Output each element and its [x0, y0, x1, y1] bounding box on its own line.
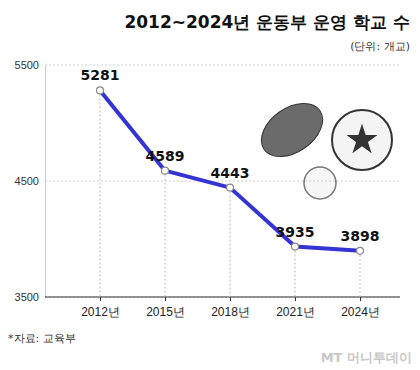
- x-tick-label: 2015년: [146, 305, 185, 319]
- x-tick: 2021년: [276, 297, 315, 319]
- decoration: [252, 92, 392, 199]
- y-tick-label: 4500: [15, 175, 39, 187]
- data-label: 5281: [81, 67, 120, 83]
- point: [97, 87, 104, 94]
- football-icon: [252, 92, 333, 167]
- drop-line: [295, 247, 296, 297]
- data-label: 3898: [341, 228, 380, 244]
- y-tick: 4500: [15, 175, 45, 187]
- grid-line: [45, 65, 400, 66]
- grid-line: [45, 297, 400, 298]
- soccer-icon-patch: [346, 124, 377, 154]
- data-label: 4443: [211, 165, 250, 181]
- y-tick: 5500: [15, 59, 45, 71]
- drop-line: [360, 251, 361, 297]
- plot-area: [97, 87, 364, 297]
- grid: [45, 65, 400, 297]
- y-tick-label: 5500: [15, 59, 39, 71]
- x-tick-label: 2018년: [211, 305, 250, 319]
- y-tick-label: 3500: [15, 291, 39, 303]
- x-tick: 2018년: [211, 297, 250, 319]
- x-tick: 2012년: [81, 297, 120, 319]
- y-axis: 3500 4500 5500: [15, 59, 46, 303]
- drop-line: [100, 90, 101, 297]
- chart: 3500 4500 5500 2012년 2015년 2018년 2021년 2024년 528…: [0, 0, 420, 370]
- title: 2012~2024년 운동부 운영 학교 수: [124, 12, 410, 32]
- subtitle: (단위: 개교): [350, 40, 410, 53]
- soccer-icon: [332, 110, 392, 170]
- x-tick-mark: [165, 297, 166, 301]
- drop-line: [165, 171, 166, 297]
- data-label: 4589: [146, 148, 185, 164]
- x-tick-mark: [100, 297, 101, 301]
- point: [357, 247, 364, 254]
- x-tick-label: 2012년: [81, 305, 120, 319]
- y-tick: 3500: [15, 291, 45, 303]
- x-tick-label: 2024년: [341, 305, 380, 319]
- baseball-icon: [304, 167, 336, 199]
- x-tick-mark: [360, 297, 361, 301]
- x-tick-mark: [295, 297, 296, 301]
- watermark: MT 머니투데이: [321, 350, 412, 365]
- grid-line: [45, 181, 400, 182]
- source: *자료: 교육부: [8, 332, 76, 345]
- drop-line: [230, 188, 231, 297]
- x-axis: 2012년 2015년 2018년 2021년 2024년: [45, 297, 400, 319]
- data-labels: 5281 4589 4443 3935 3898: [81, 67, 380, 243]
- line: [100, 90, 360, 250]
- point: [292, 243, 299, 250]
- x-axis-line: [45, 297, 400, 298]
- x-tick: 2024년: [341, 297, 380, 319]
- y-axis-line: [45, 66, 46, 298]
- x-tick-mark: [230, 297, 231, 301]
- point: [162, 167, 169, 174]
- data-label: 3935: [276, 224, 315, 240]
- point: [227, 184, 234, 191]
- x-tick: 2015년: [146, 297, 185, 319]
- x-tick-label: 2021년: [276, 305, 315, 319]
